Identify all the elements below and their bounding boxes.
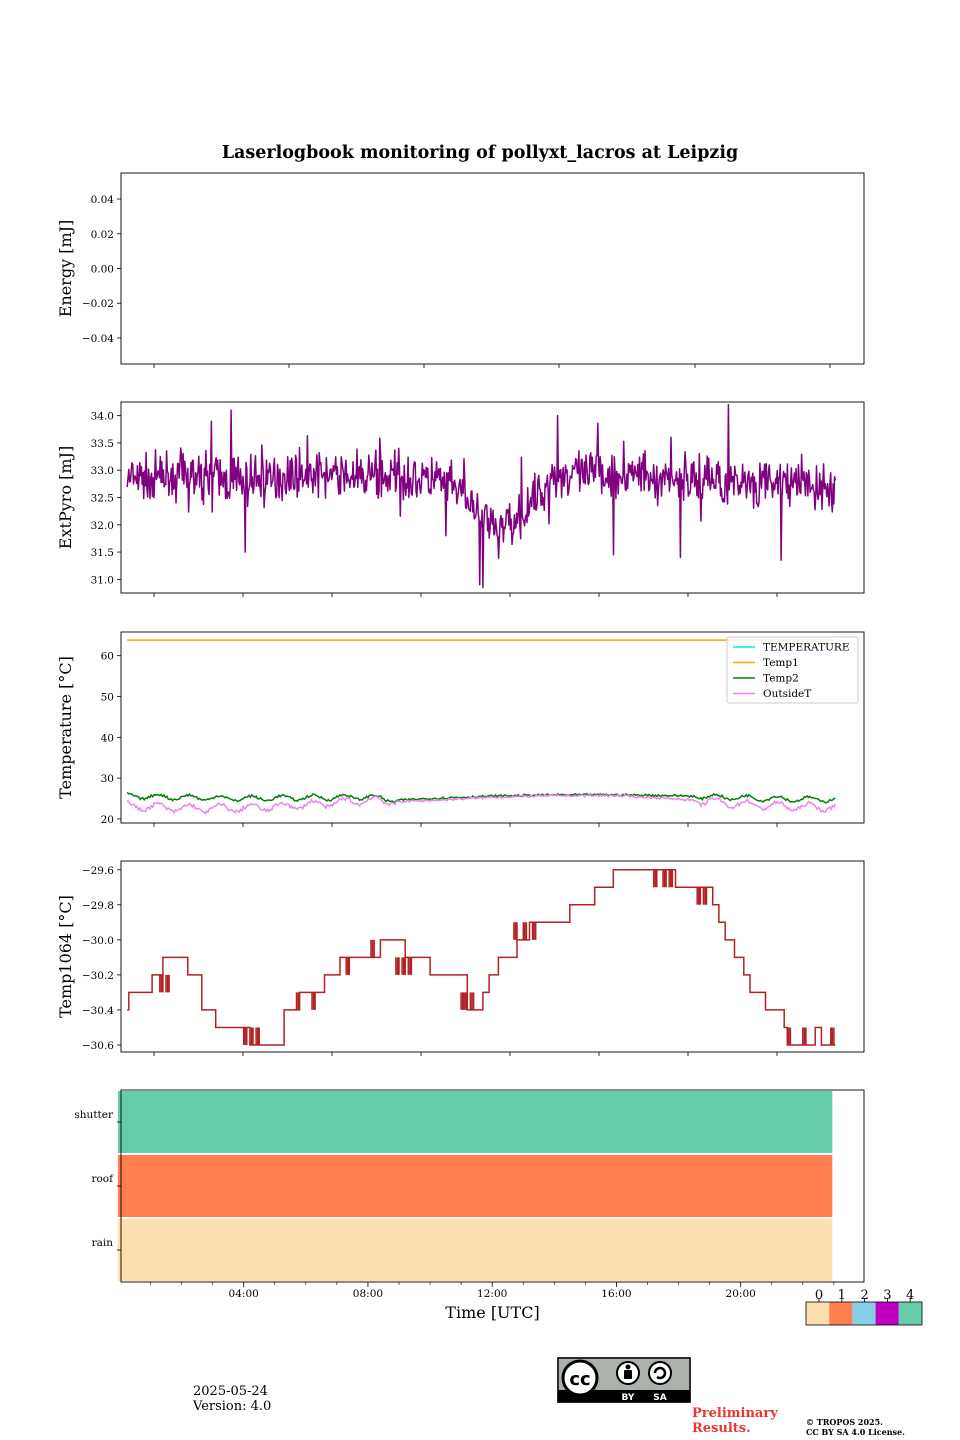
legend-entry: TEMPERATURE	[763, 642, 850, 654]
panel-energy: 0.04 0.02 0.00 −0.02 −0.04 Energy [mJ]	[56, 172, 865, 368]
chart-title: Laserlogbook monitoring of pollyxt_lacro…	[222, 143, 739, 163]
y-tick-label: −0.02	[82, 298, 114, 310]
colorbar-tick-label: 1	[838, 1288, 846, 1303]
copyright-line1: © TROPOS 2025.	[806, 1417, 883, 1427]
axes-frame	[120, 860, 865, 1053]
version-label: Version: 4.0	[193, 1399, 272, 1414]
status-band-shutter	[117, 1091, 833, 1153]
series-line-temp1064	[127, 869, 836, 1046]
y-axis-label: Temp1064 [°C]	[56, 895, 75, 1018]
axes-frame	[120, 1089, 865, 1283]
y-tick-label: 33.0	[91, 465, 114, 477]
colorbar-cell	[875, 1302, 899, 1325]
y-axis-label: Temperature [°C]	[56, 656, 75, 799]
x-tick-label: 16:00	[601, 1288, 631, 1300]
y-tick-label: 33.5	[91, 438, 114, 450]
axes-frame	[120, 631, 865, 824]
date-label: 2025-05-24	[193, 1384, 268, 1399]
preliminary-line1: Preliminary	[692, 1406, 778, 1421]
y-tick-label: 0.04	[91, 194, 115, 206]
series-line-extpyro	[126, 403, 837, 589]
y-tick-label: −0.04	[82, 333, 114, 345]
y-tick-label: 0.00	[91, 264, 114, 276]
y-tick-label: 32.5	[91, 493, 114, 505]
legend-entry: Temp1	[763, 657, 799, 669]
y-tick-label: −30.4	[82, 1005, 114, 1017]
y-tick-label: 34.0	[91, 411, 114, 423]
svg-text:cc: cc	[569, 1369, 590, 1390]
axes-frame	[120, 172, 865, 365]
series-line-temp2	[126, 791, 836, 804]
y-axis-label: ExtPyro [mJ]	[56, 446, 75, 549]
colorbar-tick-label: 2	[860, 1288, 868, 1303]
y-tick-label: −30.0	[82, 935, 114, 947]
y-tick-label: 20	[101, 814, 114, 826]
axes-frame	[120, 401, 865, 594]
y-tick-label: 32.0	[91, 520, 114, 532]
colorbar-tick-label: 4	[906, 1288, 914, 1303]
legend	[726, 636, 859, 704]
status-band-rain	[117, 1219, 833, 1281]
status-row-label: rain	[92, 1237, 114, 1249]
panel-temp1064: −29.6 −29.8 −30.0 −30.2 −30.4 −30.6 Temp1064 […	[56, 860, 865, 1056]
cc-sa-label: SA	[653, 1393, 666, 1403]
panel-status: shutter roof rain 04:00 08:00 12:00 16:00 20:00…	[74, 1089, 923, 1326]
y-tick-label: −29.8	[82, 900, 114, 912]
y-tick-label: 31.0	[91, 574, 114, 586]
status-band-roof	[117, 1155, 833, 1217]
cc-by-sa-icon: cc BY SA	[557, 1357, 691, 1403]
cc-by-label: BY	[622, 1393, 635, 1403]
status-row-label: roof	[91, 1173, 114, 1185]
preliminary-note: Preliminary Results.	[692, 1406, 802, 1436]
x-tick-label: 08:00	[353, 1288, 383, 1300]
y-tick-label: 31.5	[91, 547, 114, 559]
panel-temperature: 60 50 40 30 20 Temperature [°C] TEMPERATURE Tem…	[56, 631, 865, 827]
copyright-line2: CC BY SA 4.0 License.	[806, 1427, 905, 1437]
y-tick-label: −30.6	[82, 1040, 114, 1052]
colorbar-cell	[829, 1302, 853, 1325]
y-axis-label: Energy [mJ]	[56, 220, 75, 318]
y-tick-label: 40	[101, 732, 114, 744]
x-tick-label: 04:00	[229, 1288, 259, 1300]
panels: 0.04 0.02 0.00 −0.02 −0.04 Energy [mJ] 34.0 33.…	[56, 172, 923, 1326]
legend-entry: OutsideT	[763, 688, 811, 700]
x-axis-label: Time [UTC]	[445, 1303, 539, 1322]
y-tick-label: 30	[101, 773, 114, 785]
panel-extpyro: 34.0 33.5 33.0 32.5 32.0 31.5 31.0 ExtPyro [mJ]	[56, 401, 865, 597]
y-tick-label: −29.6	[82, 865, 114, 877]
colorbar-frame	[805, 1301, 923, 1326]
series-line-outsidet	[126, 793, 837, 815]
y-tick-label: 50	[101, 691, 114, 703]
x-tick-label: 12:00	[477, 1288, 507, 1300]
x-tick-label: 20:00	[726, 1288, 756, 1300]
colorbar-cell	[852, 1302, 876, 1325]
colorbar-tick-label: 3	[883, 1288, 891, 1303]
y-tick-label: −30.2	[82, 970, 114, 982]
status-row-label: shutter	[74, 1109, 114, 1121]
preliminary-line2: Results.	[692, 1421, 751, 1436]
y-tick-label: 60	[101, 651, 114, 663]
y-tick-label: 0.02	[91, 229, 114, 241]
legend-entry: Temp2	[763, 673, 799, 685]
colorbar-cell	[898, 1302, 922, 1325]
copyright-note: © TROPOS 2025. CC BY SA 4.0 License.	[806, 1417, 936, 1437]
colorbar-cell	[806, 1302, 830, 1325]
colorbar-tick-label: 0	[815, 1288, 823, 1303]
